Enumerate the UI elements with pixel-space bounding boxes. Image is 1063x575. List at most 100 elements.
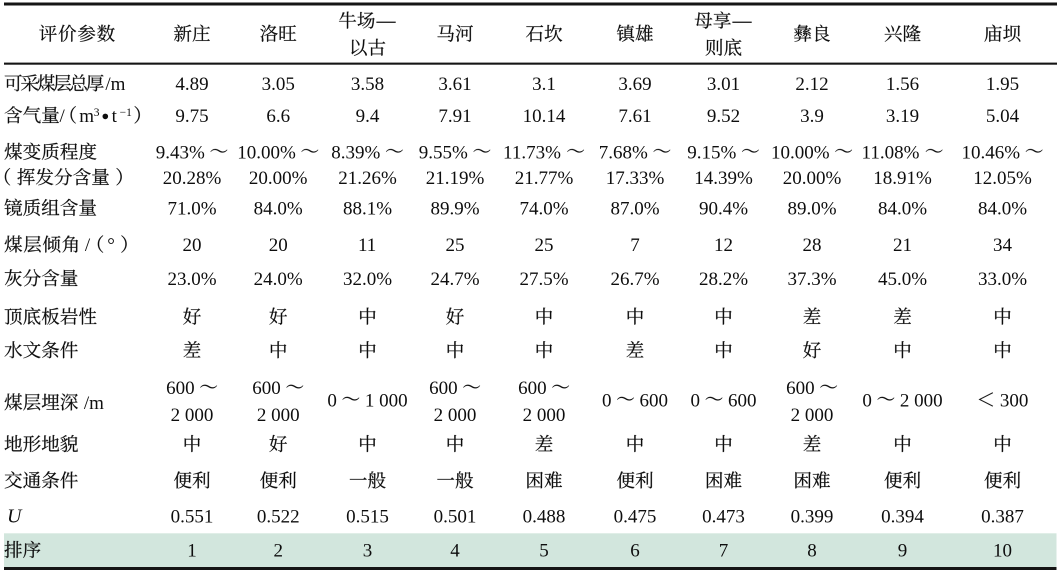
svg-text:0.475: 0.475 xyxy=(614,506,657,527)
svg-text:600: 600 xyxy=(429,378,458,399)
svg-text:89.0%: 89.0% xyxy=(787,199,836,220)
svg-text:600: 600 xyxy=(166,378,195,399)
svg-text:9.15%: 9.15% xyxy=(687,142,736,163)
svg-text:27.5%: 27.5% xyxy=(519,269,568,290)
svg-text:7.61: 7.61 xyxy=(618,106,651,127)
svg-text:9.55%: 9.55% xyxy=(419,142,468,163)
svg-text:10.00%: 10.00% xyxy=(237,142,296,163)
svg-text:2 000: 2 000 xyxy=(434,405,477,426)
svg-text:20.00%: 20.00% xyxy=(783,168,842,189)
svg-text:9.4: 9.4 xyxy=(356,106,380,127)
svg-text:28: 28 xyxy=(803,235,822,256)
svg-text:21.77%: 21.77% xyxy=(515,168,574,189)
svg-text:6: 6 xyxy=(630,541,640,562)
svg-text:7.91: 7.91 xyxy=(438,106,471,127)
svg-text:/m: /m xyxy=(105,74,125,95)
svg-text:/: / xyxy=(60,106,66,127)
svg-text:11.73%: 11.73% xyxy=(503,142,561,163)
svg-text:24.7%: 24.7% xyxy=(430,269,479,290)
svg-text:84.0%: 84.0% xyxy=(878,199,927,220)
svg-text:0.515: 0.515 xyxy=(346,506,389,527)
svg-text:3.19: 3.19 xyxy=(886,106,919,127)
svg-text:0.473: 0.473 xyxy=(702,506,745,527)
svg-text:0: 0 xyxy=(602,390,612,411)
svg-text:0: 0 xyxy=(862,390,872,411)
svg-text:1.95: 1.95 xyxy=(986,74,1019,95)
svg-text:300: 300 xyxy=(1000,390,1028,411)
svg-text:0: 0 xyxy=(327,390,337,411)
svg-text:t: t xyxy=(112,106,118,127)
svg-text:33.0%: 33.0% xyxy=(978,269,1027,290)
svg-text:3.01: 3.01 xyxy=(707,74,740,95)
svg-text:89.9%: 89.9% xyxy=(430,199,479,220)
svg-text:600: 600 xyxy=(728,390,757,411)
svg-text:32.0%: 32.0% xyxy=(343,269,392,290)
svg-text:3.58: 3.58 xyxy=(351,74,384,95)
svg-text:2 000: 2 000 xyxy=(900,390,943,411)
svg-text:−1: −1 xyxy=(120,107,132,119)
svg-text:21: 21 xyxy=(893,235,912,256)
svg-text:10.46%: 10.46% xyxy=(962,142,1021,163)
svg-text:2 000: 2 000 xyxy=(791,405,834,426)
svg-text:600: 600 xyxy=(640,390,669,411)
svg-text:0.387: 0.387 xyxy=(981,506,1024,527)
svg-text:21.19%: 21.19% xyxy=(426,168,485,189)
svg-text:1: 1 xyxy=(187,541,197,562)
svg-text:28.2%: 28.2% xyxy=(699,269,748,290)
svg-text:2 000: 2 000 xyxy=(523,405,566,426)
svg-text:600: 600 xyxy=(252,378,281,399)
svg-text:3.1: 3.1 xyxy=(532,74,556,95)
svg-text:26.7%: 26.7% xyxy=(610,269,659,290)
svg-text:84.0%: 84.0% xyxy=(254,199,303,220)
svg-text:8: 8 xyxy=(807,541,817,562)
svg-text:45.0%: 45.0% xyxy=(878,269,927,290)
svg-text:3.05: 3.05 xyxy=(262,74,295,95)
svg-text:/: / xyxy=(85,235,91,256)
svg-text:4: 4 xyxy=(450,541,460,562)
svg-text:2 000: 2 000 xyxy=(171,405,214,426)
svg-text:4.89: 4.89 xyxy=(175,74,208,95)
svg-text:8.39%: 8.39% xyxy=(331,142,380,163)
svg-text:2.12: 2.12 xyxy=(795,74,828,95)
svg-text:0.399: 0.399 xyxy=(791,506,834,527)
svg-text:88.1%: 88.1% xyxy=(343,199,392,220)
svg-text:10.14: 10.14 xyxy=(523,106,566,127)
svg-text:9.52: 9.52 xyxy=(707,106,740,127)
svg-text:0.501: 0.501 xyxy=(434,506,477,527)
svg-text:7: 7 xyxy=(719,541,729,562)
svg-text:2 000: 2 000 xyxy=(257,405,300,426)
svg-text:1.56: 1.56 xyxy=(886,74,919,95)
svg-text:600: 600 xyxy=(786,378,815,399)
svg-text:87.0%: 87.0% xyxy=(610,199,659,220)
svg-text:9.43%: 9.43% xyxy=(156,142,205,163)
svg-text:5.04: 5.04 xyxy=(986,106,1020,127)
svg-text:25: 25 xyxy=(446,235,465,256)
svg-text:0.522: 0.522 xyxy=(257,506,300,527)
svg-text:3: 3 xyxy=(94,107,100,119)
svg-text:37.3%: 37.3% xyxy=(787,269,836,290)
svg-text:600: 600 xyxy=(518,378,547,399)
svg-text:6.6: 6.6 xyxy=(266,106,290,127)
svg-text:12.05%: 12.05% xyxy=(973,168,1032,189)
svg-text:23.0%: 23.0% xyxy=(167,269,216,290)
svg-text:3.9: 3.9 xyxy=(800,106,824,127)
svg-text:0: 0 xyxy=(690,390,700,411)
svg-text:5: 5 xyxy=(539,541,549,562)
svg-text:°: ° xyxy=(107,235,115,256)
svg-text:2: 2 xyxy=(273,541,283,562)
svg-text:74.0%: 74.0% xyxy=(519,199,568,220)
svg-text:11.08%: 11.08% xyxy=(862,142,920,163)
svg-text:21.26%: 21.26% xyxy=(338,168,397,189)
svg-text:25: 25 xyxy=(535,235,554,256)
svg-text:10.00%: 10.00% xyxy=(771,142,830,163)
svg-text:3: 3 xyxy=(363,541,373,562)
svg-text:3.69: 3.69 xyxy=(618,74,651,95)
svg-text:10: 10 xyxy=(993,541,1012,562)
svg-text:20: 20 xyxy=(183,235,202,256)
svg-text:84.0%: 84.0% xyxy=(978,199,1027,220)
svg-text:18.91%: 18.91% xyxy=(873,168,932,189)
svg-text:3.61: 3.61 xyxy=(438,74,471,95)
svg-text:12: 12 xyxy=(714,235,733,256)
svg-text:71.0%: 71.0% xyxy=(167,199,216,220)
svg-text:U: U xyxy=(7,505,23,527)
